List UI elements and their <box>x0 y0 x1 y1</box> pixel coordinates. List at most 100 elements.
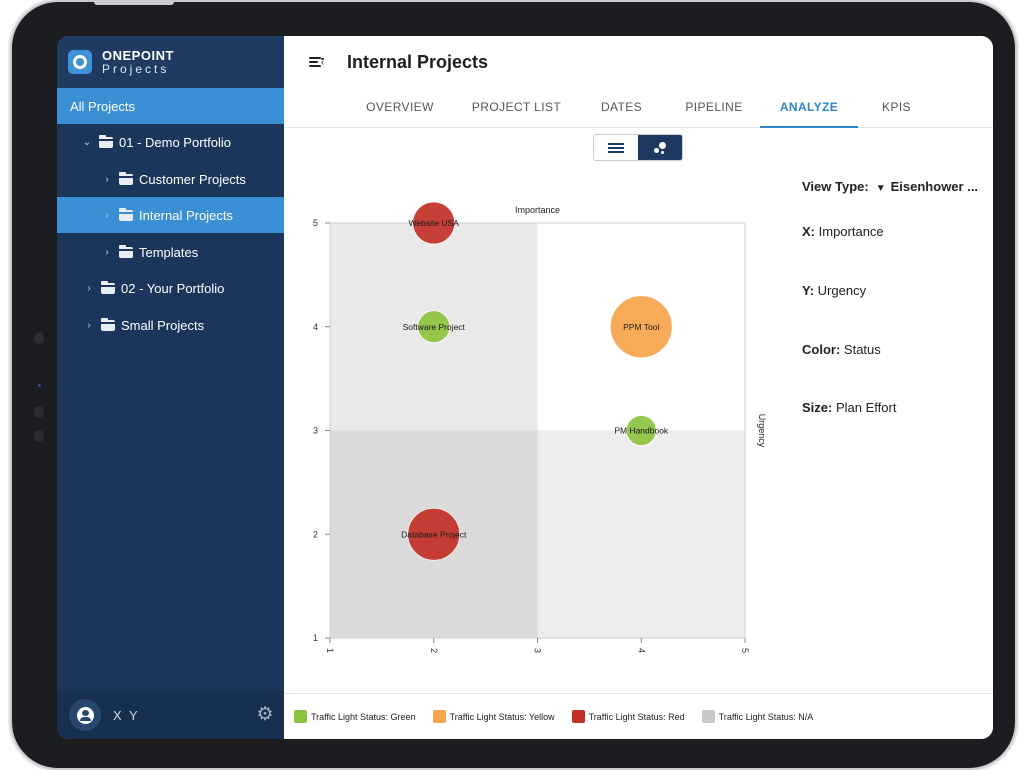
device-side-button <box>34 332 44 344</box>
sidebar-item-label: 01 - Demo Portfolio <box>119 134 231 150</box>
sidebar-item-label: Internal Projects <box>139 207 233 223</box>
tab-overview[interactable]: OVERVIEW <box>366 100 434 114</box>
sidebar-item-label: 02 - Your Portfolio <box>121 280 225 296</box>
legend-label: Traffic Light Status: N/A <box>718 711 814 722</box>
bubble-chart: Importance Urgency 1 2 3 4 5 1 2 3 4 5 Website USA So… <box>313 201 767 653</box>
folder-icon <box>99 134 113 148</box>
caret-down-icon: ▼ <box>875 183 886 194</box>
quadrant-bottom-right <box>537 430 745 638</box>
chevron-right-icon[interactable]: › <box>105 173 109 185</box>
x-axis-setting[interactable]: X: Importance <box>802 224 884 239</box>
brand: ONEPOINT Projects <box>57 36 284 88</box>
tab-project-list[interactable]: PROJECT LIST <box>471 100 562 114</box>
list-view-button[interactable] <box>594 135 638 160</box>
sidebar-item-all-projects[interactable]: All Projects <box>57 88 284 124</box>
x-tick-label: 4 <box>636 648 646 653</box>
chevron-right-icon[interactable]: › <box>105 209 109 221</box>
device-side-button <box>34 430 44 442</box>
y-tick-label: 4 <box>313 322 318 332</box>
header: ‹ Internal Projects <box>284 36 993 88</box>
bubble-point <box>417 310 451 344</box>
screen: ONEPOINT Projects All Projects ⌄ 01 - De… <box>57 36 993 739</box>
legend-label: Traffic Light Status: Yellow <box>449 711 555 722</box>
legend-swatch <box>701 710 715 723</box>
sidebar-item-label: Templates <box>139 244 199 260</box>
color-setting-label: Color: <box>802 342 841 357</box>
x-tick-label: 2 <box>429 648 439 653</box>
sidebar-item-small-projects[interactable]: › Small Projects <box>57 307 284 343</box>
chevron-right-icon[interactable]: › <box>105 246 109 258</box>
bubble-point <box>609 295 673 359</box>
y-tick-label: 2 <box>313 529 318 539</box>
sidebar-item-your-portfolio[interactable]: › 02 - Your Portfolio <box>57 270 284 306</box>
view-type-selector[interactable]: View Type: ▼ Eisenhower ... <box>802 179 978 194</box>
view-toggle <box>593 134 683 161</box>
chart-legend: Traffic Light Status: Green Traffic Ligh… <box>284 693 993 739</box>
brand-name: ONEPOINT <box>102 48 174 63</box>
device-top-button <box>94 2 174 5</box>
sidebar-item-label: All Projects <box>70 98 136 114</box>
legend-label: Traffic Light Status: Green <box>311 711 416 722</box>
sidebar-item-demo-portfolio[interactable]: ⌄ 01 - Demo Portfolio <box>57 124 284 160</box>
color-setting[interactable]: Color: Status <box>802 342 881 357</box>
bubble-point <box>625 415 657 446</box>
sidebar-item-internal-projects[interactable]: › Internal Projects <box>57 197 284 233</box>
y-axis-setting[interactable]: Y: Urgency <box>802 283 866 298</box>
collapse-menu-icon[interactable]: ‹ <box>309 55 325 69</box>
device-sensor <box>38 384 41 387</box>
sidebar: ONEPOINT Projects All Projects ⌄ 01 - De… <box>57 36 284 739</box>
bubble-view-button[interactable] <box>638 135 682 160</box>
tab-dates[interactable]: DATES <box>600 100 643 114</box>
y-tick-label: 1 <box>313 633 318 643</box>
bubble-point <box>412 201 456 245</box>
x-setting-label: X: <box>802 224 815 239</box>
gear-icon[interactable]: ⚙ <box>256 704 274 725</box>
sidebar-item-label: Small Projects <box>121 317 205 333</box>
tab-pipeline[interactable]: PIPELINE <box>685 100 743 114</box>
view-type-value: Eisenhower ... <box>890 179 979 194</box>
user-name: X Y <box>113 707 140 723</box>
bubble-label: PPM Tool <box>623 322 659 332</box>
tab-kpis[interactable]: KPIS <box>882 100 911 114</box>
legend-swatch <box>571 710 585 723</box>
device-side-button <box>34 406 44 418</box>
legend-swatch <box>294 710 307 723</box>
sidebar-item-customer-projects[interactable]: › Customer Projects <box>57 161 284 197</box>
legend-item: Traffic Light Status: Yellow <box>432 710 555 723</box>
size-setting[interactable]: Size: Plan Effort <box>802 400 896 415</box>
page-title: Internal Projects <box>347 51 489 72</box>
folder-icon <box>119 171 133 185</box>
view-type-label: View Type: <box>802 179 869 194</box>
legend-item: Traffic Light Status: Red <box>571 710 685 723</box>
sidebar-item-templates[interactable]: › Templates <box>57 234 284 270</box>
list-icon <box>608 142 624 154</box>
user-avatar-icon[interactable] <box>69 699 101 731</box>
bubble-point <box>407 507 461 561</box>
x-setting-value: Importance <box>818 224 884 239</box>
chevron-right-icon[interactable]: › <box>87 282 91 294</box>
folder-icon <box>119 244 133 258</box>
x-tick-label: 3 <box>533 648 543 653</box>
onepoint-logo-icon <box>68 50 92 74</box>
tab-bar: OVERVIEW PROJECT LIST DATES PIPELINE ANA… <box>284 88 993 128</box>
color-setting-value: Status <box>843 342 881 357</box>
bubble-chart-icon <box>652 141 668 155</box>
legend-swatch <box>432 710 446 723</box>
x-axis-title: Importance <box>515 205 560 215</box>
y-setting-value: Urgency <box>817 283 867 298</box>
bubble-label: Database Project <box>401 529 467 539</box>
sidebar-item-label: Customer Projects <box>139 171 246 187</box>
folder-icon <box>119 207 133 221</box>
x-tick-label: 5 <box>740 648 750 653</box>
tab-analyze[interactable]: ANALYZE <box>760 88 858 128</box>
folder-icon <box>101 280 115 294</box>
x-tick-label: 1 <box>325 648 335 653</box>
y-tick-label: 3 <box>313 426 318 436</box>
chevron-right-icon[interactable]: › <box>87 319 91 331</box>
bubble-label: PM Handbook <box>614 426 669 436</box>
legend-label: Traffic Light Status: Red <box>588 711 685 722</box>
size-setting-value: Plan Effort <box>835 400 897 415</box>
user-bar: X Y ⚙ <box>57 691 284 739</box>
chevron-down-icon[interactable]: ⌄ <box>82 136 92 148</box>
tablet-frame: ONEPOINT Projects All Projects ⌄ 01 - De… <box>12 2 1015 768</box>
